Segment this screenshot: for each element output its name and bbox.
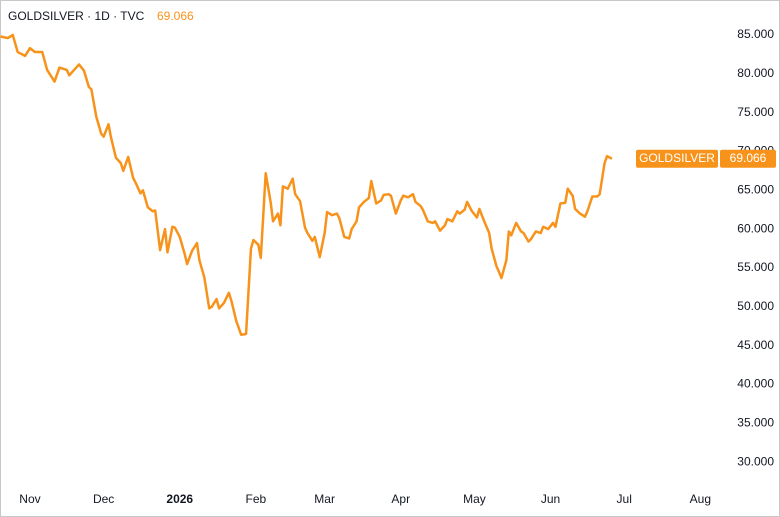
y-tick-label: 30.000	[737, 454, 774, 468]
x-tick-label: Aug	[690, 492, 711, 506]
y-tick-label: 80.000	[737, 66, 774, 80]
chart-title: GOLDSILVER · 1D · TVC	[8, 9, 145, 23]
y-tick-label: 75.000	[737, 105, 774, 119]
y-tick-label: 65.000	[737, 182, 774, 196]
x-tick-label: Nov	[19, 492, 40, 506]
last-value: 69.066	[157, 9, 194, 23]
y-tick-label: 85.000	[737, 27, 774, 41]
x-tick-label: Jul	[617, 492, 632, 506]
x-tick-label: May	[463, 492, 486, 506]
y-tick-label: 45.000	[737, 338, 774, 352]
x-tick-label: Feb	[246, 492, 267, 506]
price-tag-name-bg	[636, 149, 718, 168]
y-tick-label: 50.000	[737, 299, 774, 313]
x-tick-label: Dec	[93, 492, 114, 506]
y-tick-label: 40.000	[737, 377, 774, 391]
x-tick-label: 2026	[166, 492, 193, 506]
price-line	[0, 33, 613, 337]
y-tick-label: 55.000	[737, 260, 774, 274]
x-tick-label: Apr	[391, 492, 410, 506]
price-tag-name: GOLDSILVER	[639, 151, 715, 165]
price-tag-value: 69.066	[730, 151, 767, 165]
y-tick-label: 60.000	[737, 221, 774, 235]
x-tick-label: Mar	[314, 492, 335, 506]
x-tick-label: Jun	[541, 492, 560, 506]
y-tick-label: 35.000	[737, 415, 774, 429]
price-tag-value-bg	[720, 149, 776, 168]
